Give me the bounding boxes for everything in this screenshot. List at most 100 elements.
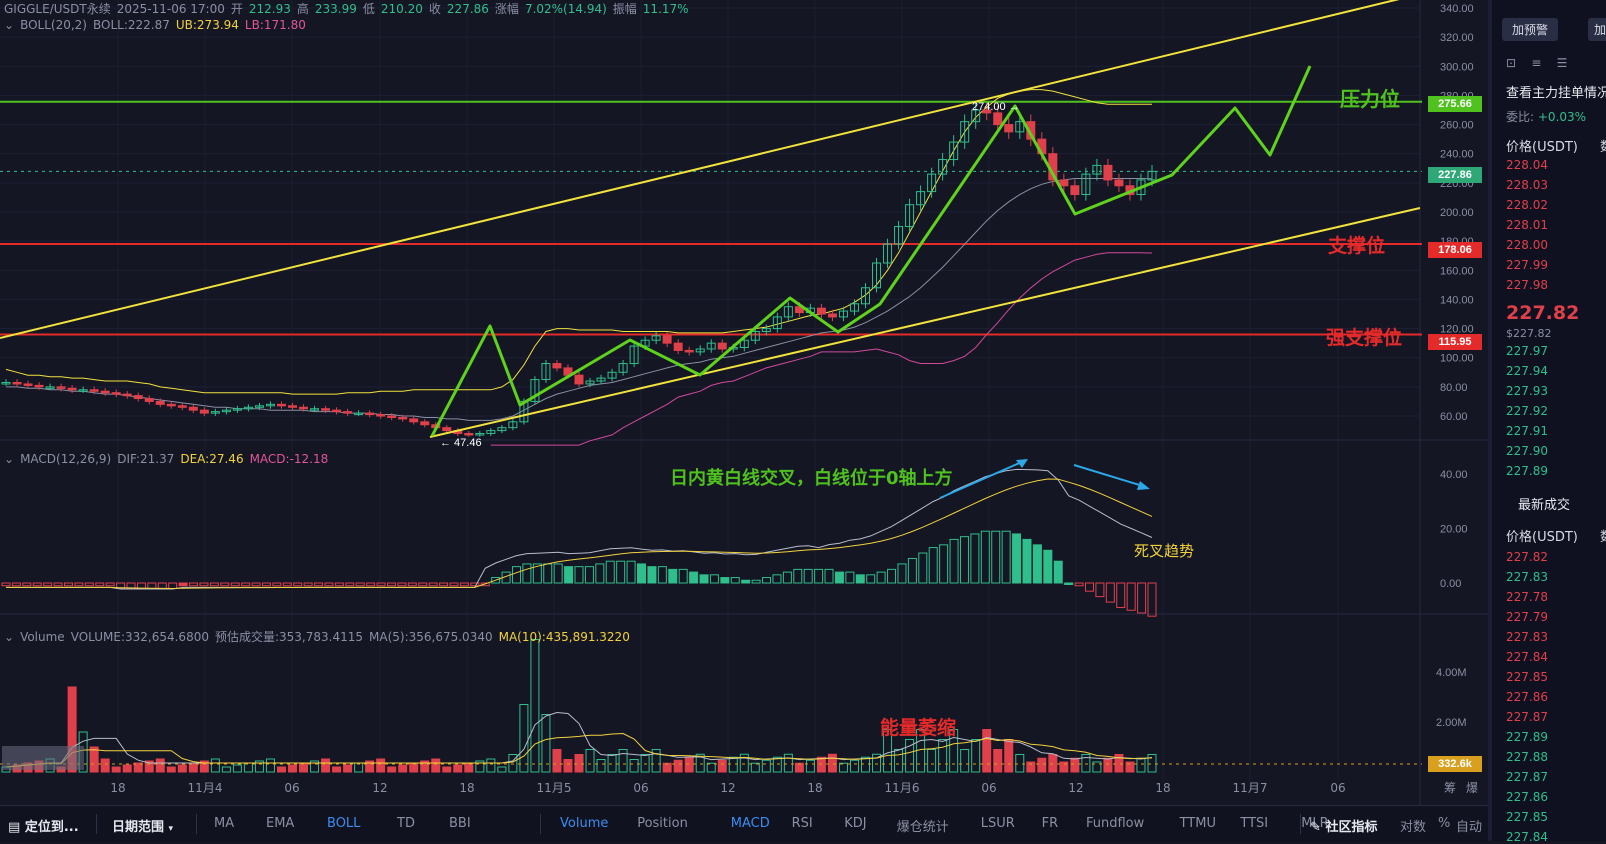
volume-toggle-icon[interactable]: ⌄: [4, 630, 15, 644]
candle-body: [883, 243, 893, 264]
locate-button[interactable]: ▤ 定位到...: [8, 816, 79, 835]
candle-body: [739, 339, 749, 349]
candle-body: [188, 406, 198, 411]
trade-price-row[interactable]: 227.84: [1506, 830, 1548, 844]
trade-price-row[interactable]: 227.86: [1506, 690, 1548, 704]
trade-price-row[interactable]: 227.87: [1506, 770, 1548, 784]
macd-annotation: 日内黄白线交叉，白线位于0轴上方: [670, 468, 953, 489]
indicator-boll[interactable]: BOLL: [327, 816, 361, 831]
macd-bar: [834, 571, 844, 584]
sub-indicator-item[interactable]: RSI: [791, 816, 813, 831]
community-indicator-button[interactable]: ✎ 社区指标: [1310, 816, 1377, 835]
macd-bar: [157, 582, 167, 589]
macd-bar: [1126, 582, 1136, 611]
chart-canvas[interactable]: 340.00320.00300.00280.00260.00240.00220.…: [0, 0, 1488, 805]
trade-price-row[interactable]: 227.83: [1506, 570, 1548, 584]
percent-scale-button[interactable]: %: [1438, 816, 1451, 831]
y-tick-label: 160.00: [1440, 265, 1474, 277]
boll-lb-value: LB:171.80: [244, 18, 306, 32]
macd-toggle-icon[interactable]: ⌄: [4, 452, 15, 466]
bid-price-row[interactable]: 227.91: [1506, 424, 1548, 438]
trades-title[interactable]: 最新成交: [1518, 498, 1571, 513]
sub-indicator-item[interactable]: LSUR: [980, 816, 1015, 831]
bid-price-row[interactable]: 227.97: [1506, 344, 1548, 358]
trade-price-row[interactable]: 227.88: [1506, 750, 1548, 764]
indicator-bbi[interactable]: BBI: [449, 816, 471, 831]
volume-bar: [982, 729, 992, 773]
price-column-header: 价格(USDT): [1506, 140, 1578, 155]
trade-price-row[interactable]: 227.89: [1506, 730, 1548, 744]
ask-price-row[interactable]: 227.99: [1506, 258, 1548, 272]
indicator-ma[interactable]: MA: [214, 816, 235, 831]
sub-indicator-item[interactable]: TTMU: [1179, 816, 1216, 831]
sub-indicator-item[interactable]: Position: [637, 816, 688, 831]
divider: [196, 814, 197, 834]
add-alert-button[interactable]: 加预警: [1502, 18, 1559, 41]
macd-bar: [730, 577, 740, 584]
boll-toggle-icon[interactable]: ⌄: [4, 18, 15, 32]
trade-price-row[interactable]: 227.82: [1506, 550, 1548, 564]
macd-bar: [980, 530, 990, 584]
sub-indicator-item[interactable]: FR: [1041, 816, 1059, 831]
ask-price-row[interactable]: 228.03: [1506, 178, 1548, 192]
volume-bar: [1147, 754, 1157, 773]
macd-bar: [574, 566, 584, 584]
volume-value: VOLUME:332,654.6800: [70, 630, 209, 644]
bid-price-row[interactable]: 227.92: [1506, 404, 1548, 418]
indicator-td[interactable]: TD: [397, 816, 415, 831]
volume-bar: [1004, 739, 1014, 773]
symbol-label: GIGGLE/USDT永续: [4, 2, 111, 16]
date-range-button[interactable]: 日期范围 ▾: [112, 816, 173, 835]
macd-dea-line: [6, 478, 1153, 590]
sub-indicator-item[interactable]: TTSI: [1240, 816, 1269, 831]
x-tick-label: 06: [633, 781, 648, 795]
candle-body: [166, 403, 176, 407]
sub-indicator-item[interactable]: MACD: [730, 816, 770, 831]
candle-body: [1059, 179, 1069, 187]
log-scale-button[interactable]: 对数: [1400, 820, 1427, 835]
volume-name[interactable]: Volume: [20, 630, 65, 644]
ask-price-row[interactable]: 228.01: [1506, 218, 1548, 232]
ask-price-row[interactable]: 227.98: [1506, 278, 1548, 292]
boll-name[interactable]: BOLL(20,2): [20, 18, 87, 32]
trade-price-row[interactable]: 227.85: [1506, 670, 1548, 684]
sub-indicator-item[interactable]: MLR: [1301, 816, 1329, 831]
y-tick-label: 260.00: [1440, 120, 1474, 132]
volume-bar: [1114, 754, 1124, 773]
trade-price-row[interactable]: 227.84: [1506, 650, 1548, 664]
volume-bar: [177, 764, 187, 773]
sub-indicator-item[interactable]: KDJ: [844, 816, 867, 831]
macd-bar: [272, 582, 282, 587]
sub-indicator-item[interactable]: Volume: [560, 816, 609, 831]
indicator-ema[interactable]: EMA: [266, 816, 295, 831]
orderbook-title[interactable]: 查看主力挂单情况: [1506, 86, 1606, 101]
bid-price-row[interactable]: 227.94: [1506, 364, 1548, 378]
auto-scale-button[interactable]: 自动: [1456, 820, 1483, 835]
ask-price-row[interactable]: 228.02: [1506, 198, 1548, 212]
volume-bar: [651, 749, 661, 773]
trade-price-row[interactable]: 227.79: [1506, 610, 1548, 624]
bid-price-row[interactable]: 227.89: [1506, 464, 1548, 478]
candle-body: [243, 406, 253, 410]
add-custom-button[interactable]: 加自: [1588, 18, 1606, 41]
macd-bar: [1022, 538, 1032, 584]
volume-ma10-line: [5, 732, 1153, 768]
trade-price-row[interactable]: 227.86: [1506, 790, 1548, 804]
sub-indicator-item[interactable]: Fundflow: [1086, 816, 1145, 831]
macd-bar: [626, 560, 636, 584]
bid-price-row[interactable]: 227.90: [1506, 444, 1548, 458]
ask-price-row[interactable]: 228.04: [1506, 158, 1548, 172]
low-label: 低: [362, 2, 375, 16]
macd-name[interactable]: MACD(12,26,9): [20, 452, 112, 466]
macd-bar: [699, 574, 709, 584]
trade-price-row[interactable]: 227.87: [1506, 710, 1548, 724]
orderbook-view-icons[interactable]: ⊡ ≡ ☰: [1506, 56, 1568, 70]
trade-price-row[interactable]: 227.83: [1506, 630, 1548, 644]
arrowhead-up-icon: [1016, 459, 1028, 468]
trade-price-row[interactable]: 227.78: [1506, 590, 1548, 604]
sub-indicator-item[interactable]: 爆仓统计: [896, 820, 949, 835]
macd-tick-label: 20.00: [1440, 524, 1468, 536]
trade-price-row[interactable]: 227.85: [1506, 810, 1548, 824]
ask-price-row[interactable]: 228.00: [1506, 238, 1548, 252]
bid-price-row[interactable]: 227.93: [1506, 384, 1548, 398]
